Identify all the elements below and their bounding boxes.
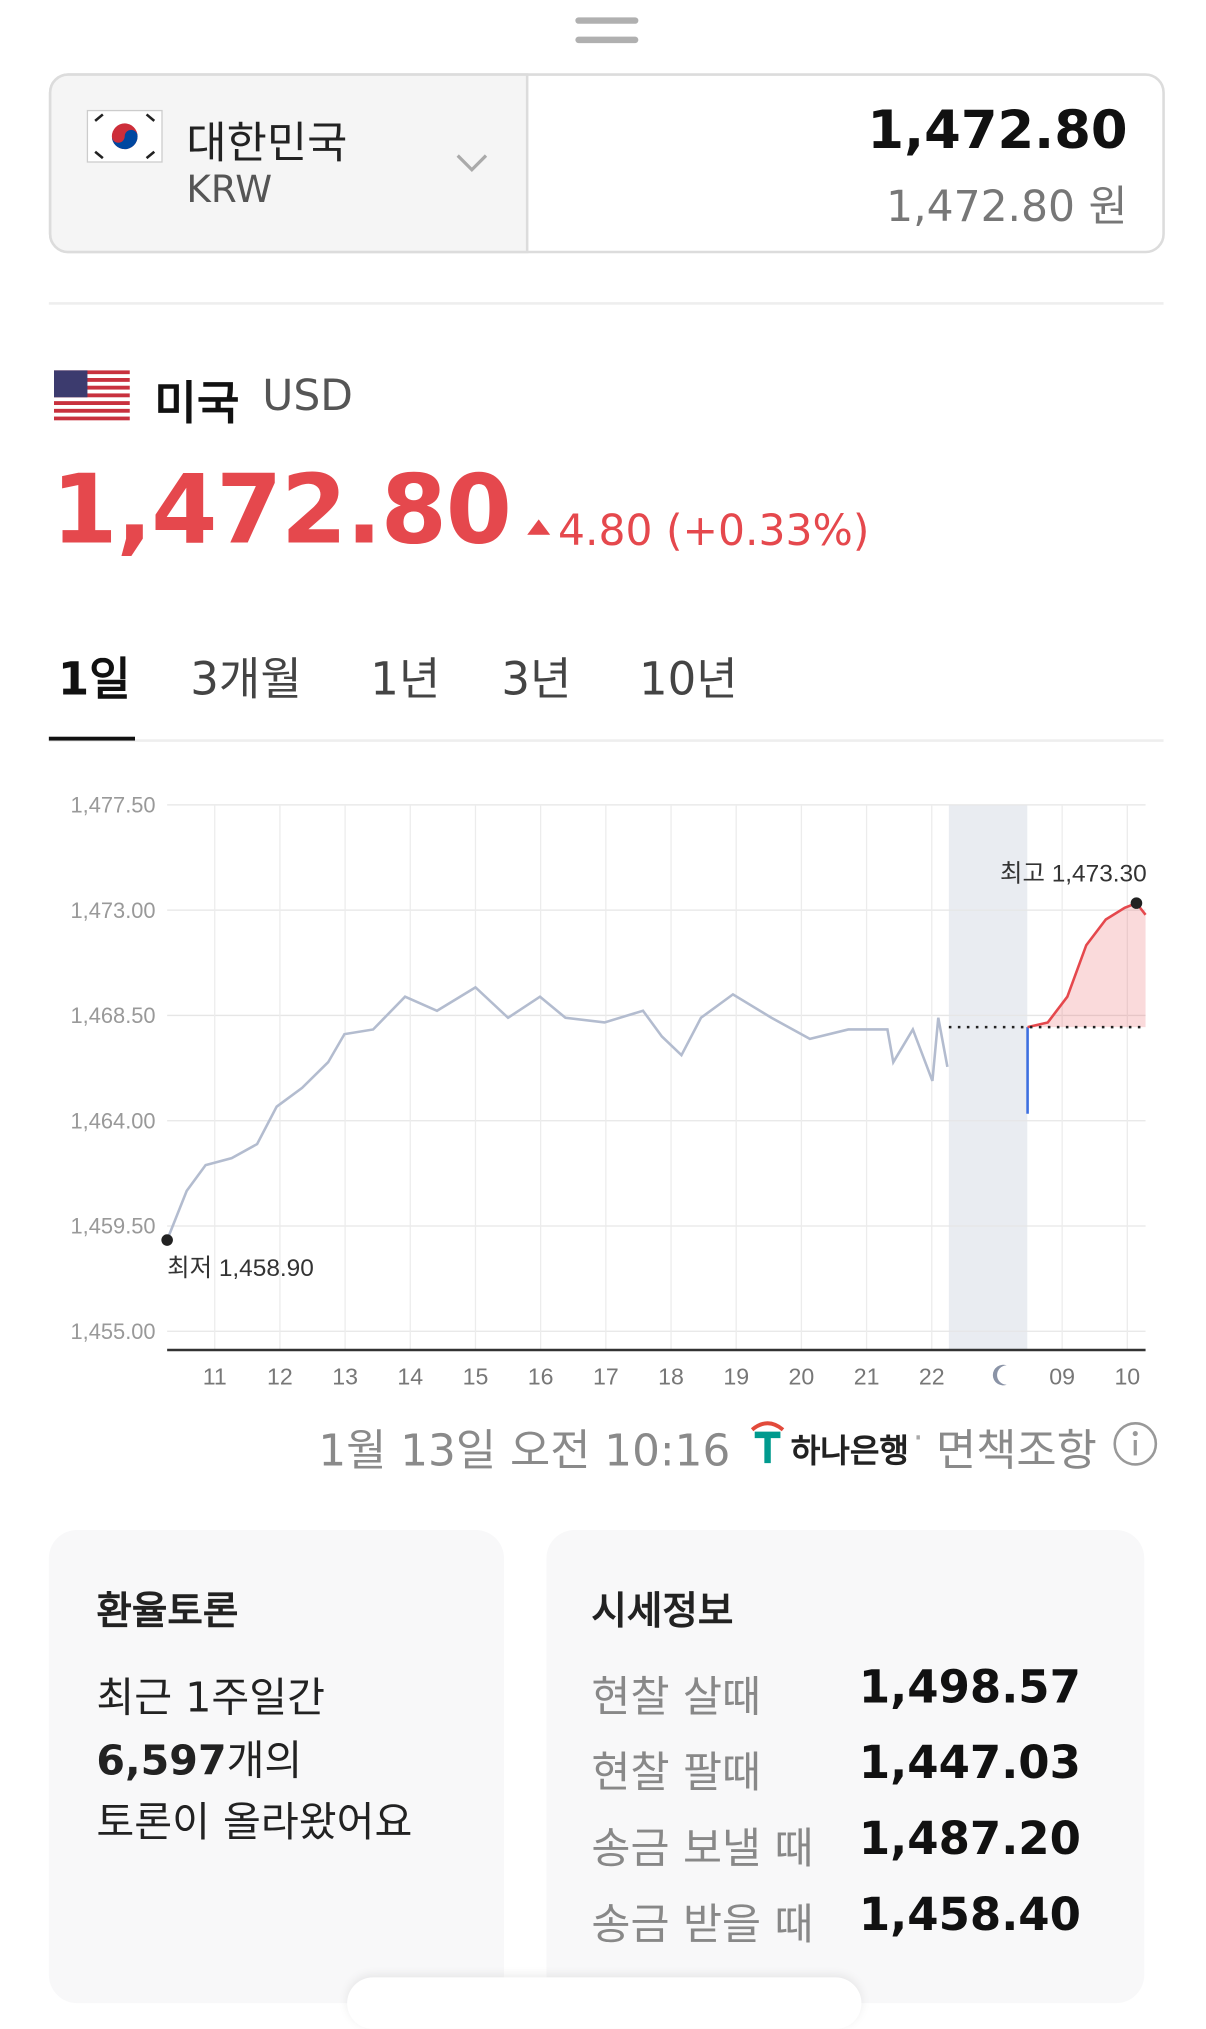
x-tick-label: 14 <box>397 1364 423 1390</box>
x-tick-label: 10 <box>1114 1364 1140 1390</box>
line <box>165 985 949 1241</box>
quote-country: 미국 <box>154 377 240 431</box>
quote-price: 1,472.80 <box>51 455 512 566</box>
tab[interactable]: 10년 <box>638 654 738 706</box>
x-tick-label: 19 <box>723 1364 749 1390</box>
market-value: 1,498.57 <box>858 1662 1081 1714</box>
market-label: 송금 받을 때 <box>591 1898 814 1950</box>
discussion-text: 6,597개의 <box>96 1728 302 1787</box>
market-value: 1,487.20 <box>858 1814 1081 1866</box>
separator: · <box>912 1419 924 1458</box>
country-name: 대한민국 <box>186 118 348 170</box>
y-tick-label: 1,468.50 <box>71 1003 156 1028</box>
amount-won: 1,472.80 원 <box>886 181 1128 232</box>
x-tick-label: 12 <box>267 1364 293 1390</box>
divider <box>48 302 1164 305</box>
market-label: 현찰 살때 <box>591 1671 762 1722</box>
y-tick-label: 1,464.00 <box>71 1108 156 1133</box>
market-label: 송금 보낼 때 <box>591 1823 814 1874</box>
chevron[interactable] <box>456 154 488 172</box>
discussion-count: 6,597 <box>96 1735 227 1785</box>
chart: 1,455.00 1,459.50 1,464.00 1,468.50 1,473.00… <box>71 793 1147 1390</box>
max-point <box>1130 897 1143 909</box>
up-arrow <box>527 519 551 535</box>
market-label: 현찰 팔때 <box>591 1747 762 1798</box>
bottom-pill[interactable] <box>347 1977 862 2029</box>
x-tick-label: 16 <box>528 1364 554 1390</box>
x-tick-label: 09 <box>1049 1364 1075 1390</box>
market-card <box>546 1529 1145 2004</box>
y-tick-label: 1,477.50 <box>71 793 156 818</box>
x-tick-label: 22 <box>919 1364 945 1390</box>
x-tick-label: 15 <box>463 1364 489 1390</box>
tab[interactable]: 1일 <box>57 654 131 706</box>
x-tick-label: 21 <box>854 1364 880 1390</box>
kr-flag-trigrams <box>94 113 156 160</box>
tab[interactable]: 1년 <box>370 654 441 706</box>
x-tick-label: 17 <box>593 1364 619 1390</box>
tab-divider <box>48 739 1164 742</box>
amount[interactable]: 1,472.80 <box>867 98 1128 161</box>
bank-name: 하나은행 <box>790 1432 910 1470</box>
header-graphics <box>48 17 1165 254</box>
tab[interactable]: 3년 <box>501 654 572 706</box>
market-value: 1,458.40 <box>858 1889 1081 1942</box>
discussion-card[interactable] <box>48 1529 504 2004</box>
timestamp: 1월 13일 오전 10:16 <box>318 1425 731 1478</box>
market-title: 시세정보 <box>591 1589 734 1635</box>
currency-selector[interactable] <box>48 73 529 254</box>
discussion-text: 최근 1주일간 <box>96 1672 325 1722</box>
y-tick-label: 1,455.00 <box>71 1319 156 1344</box>
tab[interactable]: 3개월 <box>190 654 302 706</box>
area <box>1027 903 1146 1028</box>
kr-flag-circle <box>111 129 138 150</box>
min-label: 최저 1,458.90 <box>167 1255 314 1282</box>
x-tick-label: 11 <box>203 1364 227 1390</box>
us-flag <box>53 370 130 421</box>
min-point <box>161 1234 173 1246</box>
discussion-text: 토론이 올라왔어요 <box>96 1797 413 1847</box>
quote-currency: USD <box>262 370 353 421</box>
discussion-title: 환율토론 <box>96 1589 239 1635</box>
disclaimer[interactable]: 면책조항 <box>935 1425 1097 1478</box>
quote-change: 4.80 (+0.33%) <box>557 505 870 556</box>
overnight-icon <box>992 1364 1007 1386</box>
discussion-text: 개의 <box>226 1735 303 1785</box>
y-tick-label: 1,459.50 <box>71 1214 156 1239</box>
info-icon[interactable] <box>1112 1421 1158 1467</box>
max-label: 최고 1,473.30 <box>1000 860 1147 887</box>
market-value: 1,447.03 <box>858 1738 1081 1790</box>
bank-logo <box>750 1421 785 1464</box>
x-tick-label: 13 <box>332 1364 358 1390</box>
tab-underline <box>48 736 135 741</box>
x-tick-label: 20 <box>789 1364 815 1390</box>
currency-code: KRW <box>186 167 273 211</box>
x-tick-label: 18 <box>658 1364 684 1390</box>
market-closed-band <box>948 804 1028 1350</box>
y-tick-label: 1,473.00 <box>71 898 156 923</box>
